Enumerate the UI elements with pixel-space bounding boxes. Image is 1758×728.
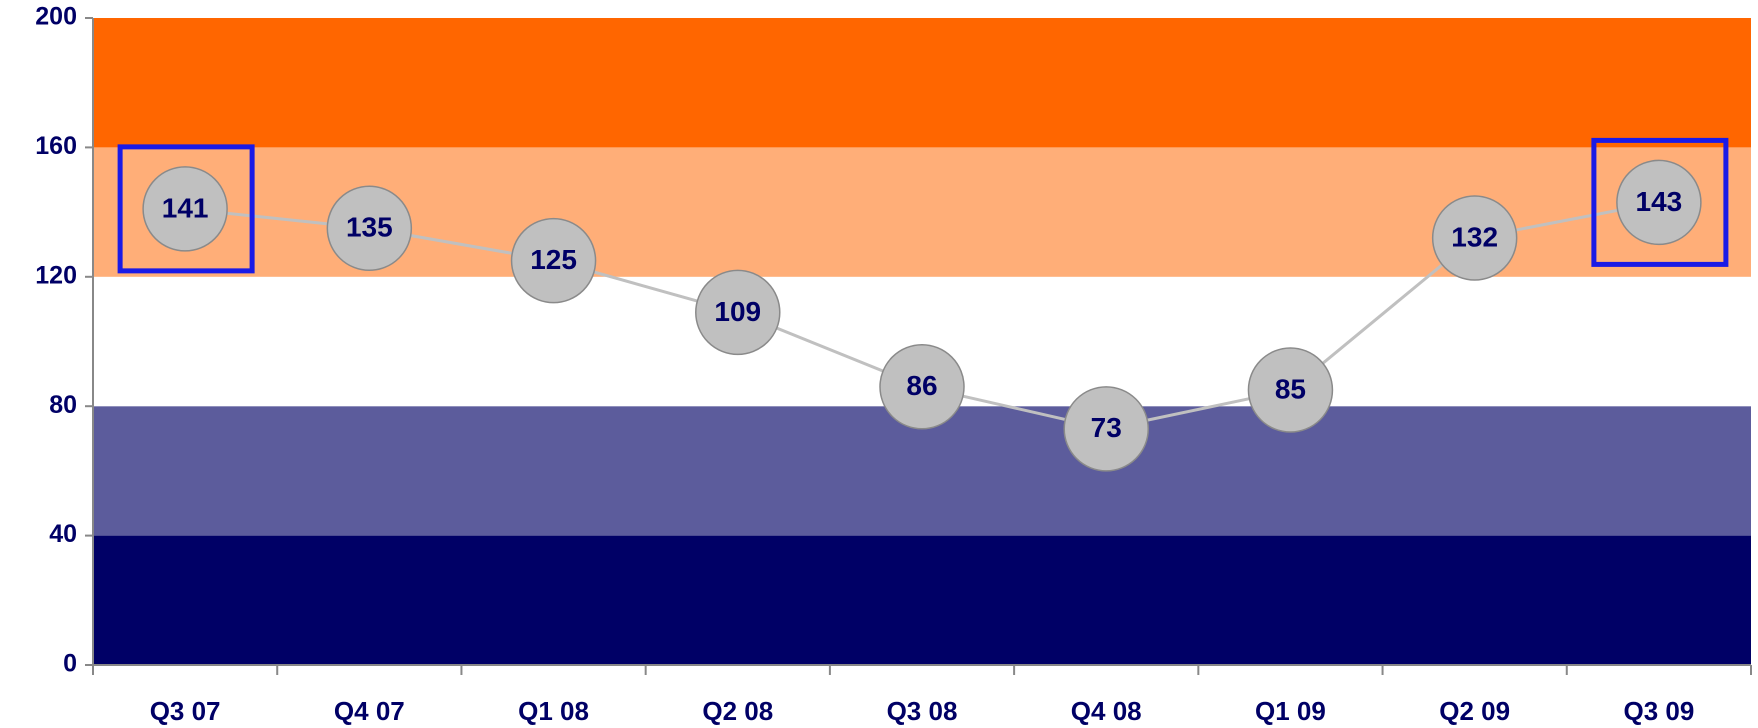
x-tick-label: Q1 09 — [1255, 696, 1326, 726]
band — [93, 18, 1751, 148]
data-label: 132 — [1451, 221, 1498, 252]
y-tick-label: 200 — [35, 3, 77, 31]
point — [326, 185, 413, 272]
data-label: 141 — [162, 192, 209, 223]
data-label: 125 — [530, 244, 577, 275]
data-label: 85 — [1275, 373, 1306, 404]
x-tick-label: Q2 08 — [702, 696, 773, 726]
point — [1431, 195, 1518, 281]
x-tick-label: Q4 08 — [1071, 696, 1142, 726]
x-tick-label: Q1 08 — [518, 696, 589, 726]
point — [1063, 386, 1149, 472]
x-tick-label: Q3 08 — [887, 696, 958, 726]
highlight-box — [117, 144, 255, 274]
data-label: 109 — [714, 296, 761, 327]
data-label: 86 — [906, 370, 937, 401]
point — [510, 217, 597, 304]
point — [695, 269, 781, 356]
data-label: 73 — [1091, 412, 1122, 443]
y-tick-label: 120 — [35, 261, 77, 289]
y-tick-label: 160 — [35, 132, 77, 160]
data-label: 143 — [1636, 186, 1683, 217]
y-tick-label: 80 — [49, 391, 77, 419]
y-tick-label: 40 — [49, 520, 77, 548]
x-tick-label: Q2 09 — [1439, 696, 1510, 726]
band — [93, 535, 1751, 665]
x-tick-label: Q4 07 — [334, 696, 405, 726]
point — [1616, 159, 1702, 246]
y-tick-label: 0 — [63, 650, 77, 678]
point — [879, 344, 965, 430]
point — [1247, 347, 1334, 433]
x-tick-label: Q3 09 — [1623, 696, 1694, 726]
data-label: 135 — [346, 212, 393, 243]
point — [142, 166, 228, 252]
highlight-box — [1591, 137, 1729, 267]
x-tick-label: Q3 07 — [150, 696, 221, 726]
